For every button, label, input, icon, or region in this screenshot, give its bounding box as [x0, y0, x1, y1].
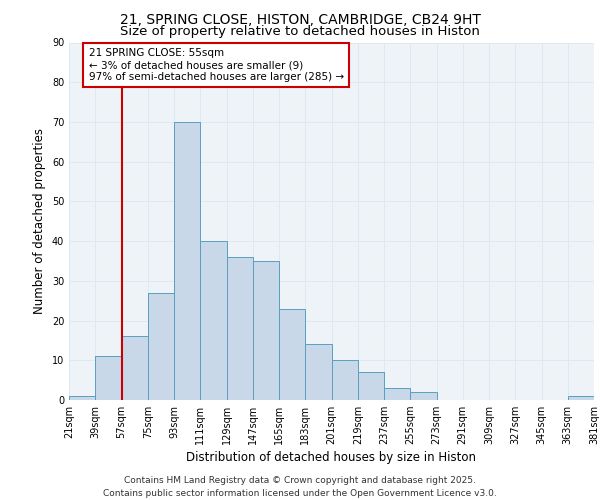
Bar — [95, 356, 121, 400]
Bar — [568, 396, 594, 400]
Text: Contains HM Land Registry data © Crown copyright and database right 2025.
Contai: Contains HM Land Registry data © Crown c… — [103, 476, 497, 498]
Bar — [331, 360, 358, 400]
Bar — [305, 344, 331, 400]
Bar — [227, 257, 253, 400]
Bar — [253, 261, 279, 400]
Y-axis label: Number of detached properties: Number of detached properties — [33, 128, 46, 314]
Bar — [358, 372, 384, 400]
Bar — [410, 392, 437, 400]
Bar — [121, 336, 148, 400]
Bar — [69, 396, 95, 400]
Text: 21 SPRING CLOSE: 55sqm
← 3% of detached houses are smaller (9)
97% of semi-detac: 21 SPRING CLOSE: 55sqm ← 3% of detached … — [89, 48, 344, 82]
X-axis label: Distribution of detached houses by size in Histon: Distribution of detached houses by size … — [187, 452, 476, 464]
Text: 21, SPRING CLOSE, HISTON, CAMBRIDGE, CB24 9HT: 21, SPRING CLOSE, HISTON, CAMBRIDGE, CB2… — [119, 12, 481, 26]
Text: Size of property relative to detached houses in Histon: Size of property relative to detached ho… — [120, 25, 480, 38]
Bar — [279, 308, 305, 400]
Bar — [200, 241, 227, 400]
Bar — [174, 122, 200, 400]
Bar — [384, 388, 410, 400]
Bar — [148, 292, 174, 400]
